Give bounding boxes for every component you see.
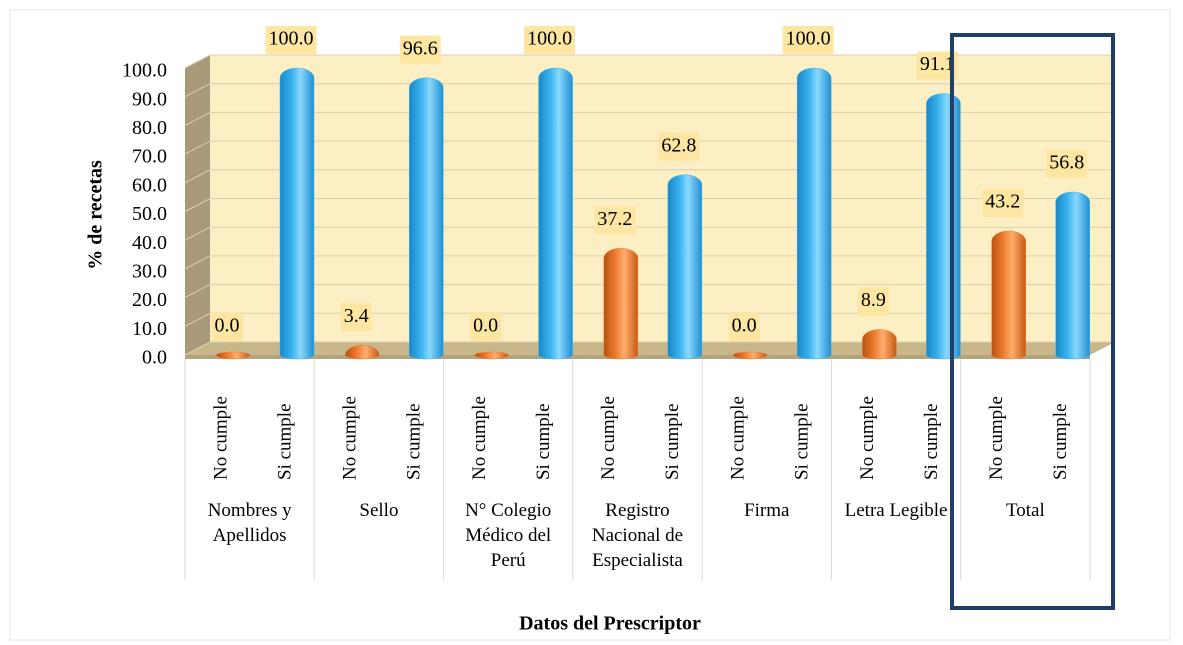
sub-category-label: No cumple <box>210 396 231 480</box>
bar <box>279 67 315 360</box>
y-tick-label: 60.0 <box>132 174 167 196</box>
value-label-bg <box>524 26 576 54</box>
value-label-bg <box>857 287 889 316</box>
value-label-bg <box>916 51 958 80</box>
bar <box>603 247 639 360</box>
value-label: 37.2 <box>597 208 632 230</box>
sub-category-label: No cumple <box>857 396 878 480</box>
y-tick-label: 80.0 <box>132 117 167 139</box>
category-label: Nombres y Apellidos <box>207 500 292 546</box>
value-label-bg <box>1046 149 1088 178</box>
sub-category-label: Si cumple <box>792 403 813 480</box>
category-label: Sello <box>359 500 399 521</box>
value-label: 91.1 <box>920 53 955 75</box>
floor-edge <box>185 355 1090 359</box>
bar <box>409 77 444 360</box>
category-label: Letra Legible <box>844 500 948 521</box>
sub-category-label: No cumple <box>469 396 490 480</box>
category-label: N° Colegio Médico del Perú <box>465 500 552 571</box>
value-label-bg <box>658 132 700 161</box>
value-label: 0.0 <box>473 315 498 337</box>
y-tick-label: 50.0 <box>132 203 167 225</box>
value-label: 56.8 <box>1049 152 1084 174</box>
bar <box>474 351 509 360</box>
category-label: Firma <box>744 500 790 521</box>
sub-category-label: Si cumple <box>921 403 942 480</box>
value-label: 100.0 <box>527 28 572 50</box>
y-axis-title: % de recetas <box>85 160 107 270</box>
sub-category-label: No cumple <box>986 396 1007 480</box>
bar <box>1055 191 1090 360</box>
bar <box>345 344 380 360</box>
value-label-bg <box>782 26 834 54</box>
y-tick-label: 90.0 <box>132 88 167 110</box>
sub-category-label: Si cumple <box>274 403 295 480</box>
value-label: 0.0 <box>215 315 240 337</box>
value-label: 96.6 <box>403 37 438 59</box>
floor <box>185 342 1115 355</box>
sub-category-label: No cumple <box>728 396 749 480</box>
y-tick-label: 20.0 <box>132 289 167 311</box>
y-tick-label: 70.0 <box>132 146 167 168</box>
category-label: Total <box>1005 500 1045 521</box>
bar <box>732 351 768 360</box>
sub-category-label: Si cumple <box>533 403 554 480</box>
sub-category-label: Si cumple <box>662 403 683 480</box>
grid-line <box>184 54 1115 69</box>
value-label-bg <box>728 313 760 341</box>
category-label: Registro Nacional de Especialista <box>591 500 684 571</box>
bar <box>991 230 1026 360</box>
y-tick-label: 30.0 <box>132 260 167 282</box>
sub-category-label: Si cumple <box>1050 403 1071 480</box>
sub-category-label: Si cumple <box>404 403 425 480</box>
value-label-bg <box>470 313 502 341</box>
value-label-bg <box>340 303 372 332</box>
value-label: 8.9 <box>861 289 886 311</box>
y-tick-label: 0.0 <box>142 347 167 369</box>
sub-category-label: No cumple <box>598 396 619 480</box>
frame <box>9 9 1171 641</box>
x-axis-title: Datos del Prescriptor <box>519 613 701 635</box>
bar <box>796 67 832 360</box>
value-label: 100.0 <box>786 28 831 50</box>
value-label: 0.0 <box>732 315 757 337</box>
value-label: 100.0 <box>269 28 314 50</box>
value-label: 3.4 <box>344 305 369 327</box>
y-tick-label: 10.0 <box>132 318 167 340</box>
value-label: 62.8 <box>661 134 696 156</box>
bar <box>926 93 961 360</box>
bar <box>215 351 251 360</box>
sub-category-label: No cumple <box>340 396 361 480</box>
bar <box>667 174 703 360</box>
value-label: 43.2 <box>985 191 1020 213</box>
bar <box>862 329 897 360</box>
y-tick-label: 100.0 <box>122 60 167 82</box>
y-tick-label: 40.0 <box>132 232 167 254</box>
highlight-box <box>950 33 1115 610</box>
bar <box>538 67 573 360</box>
value-label-bg <box>982 189 1024 218</box>
value-label-bg <box>265 26 317 54</box>
value-label-bg <box>399 35 441 64</box>
value-label-bg <box>594 206 636 235</box>
value-label-bg <box>211 313 243 341</box>
